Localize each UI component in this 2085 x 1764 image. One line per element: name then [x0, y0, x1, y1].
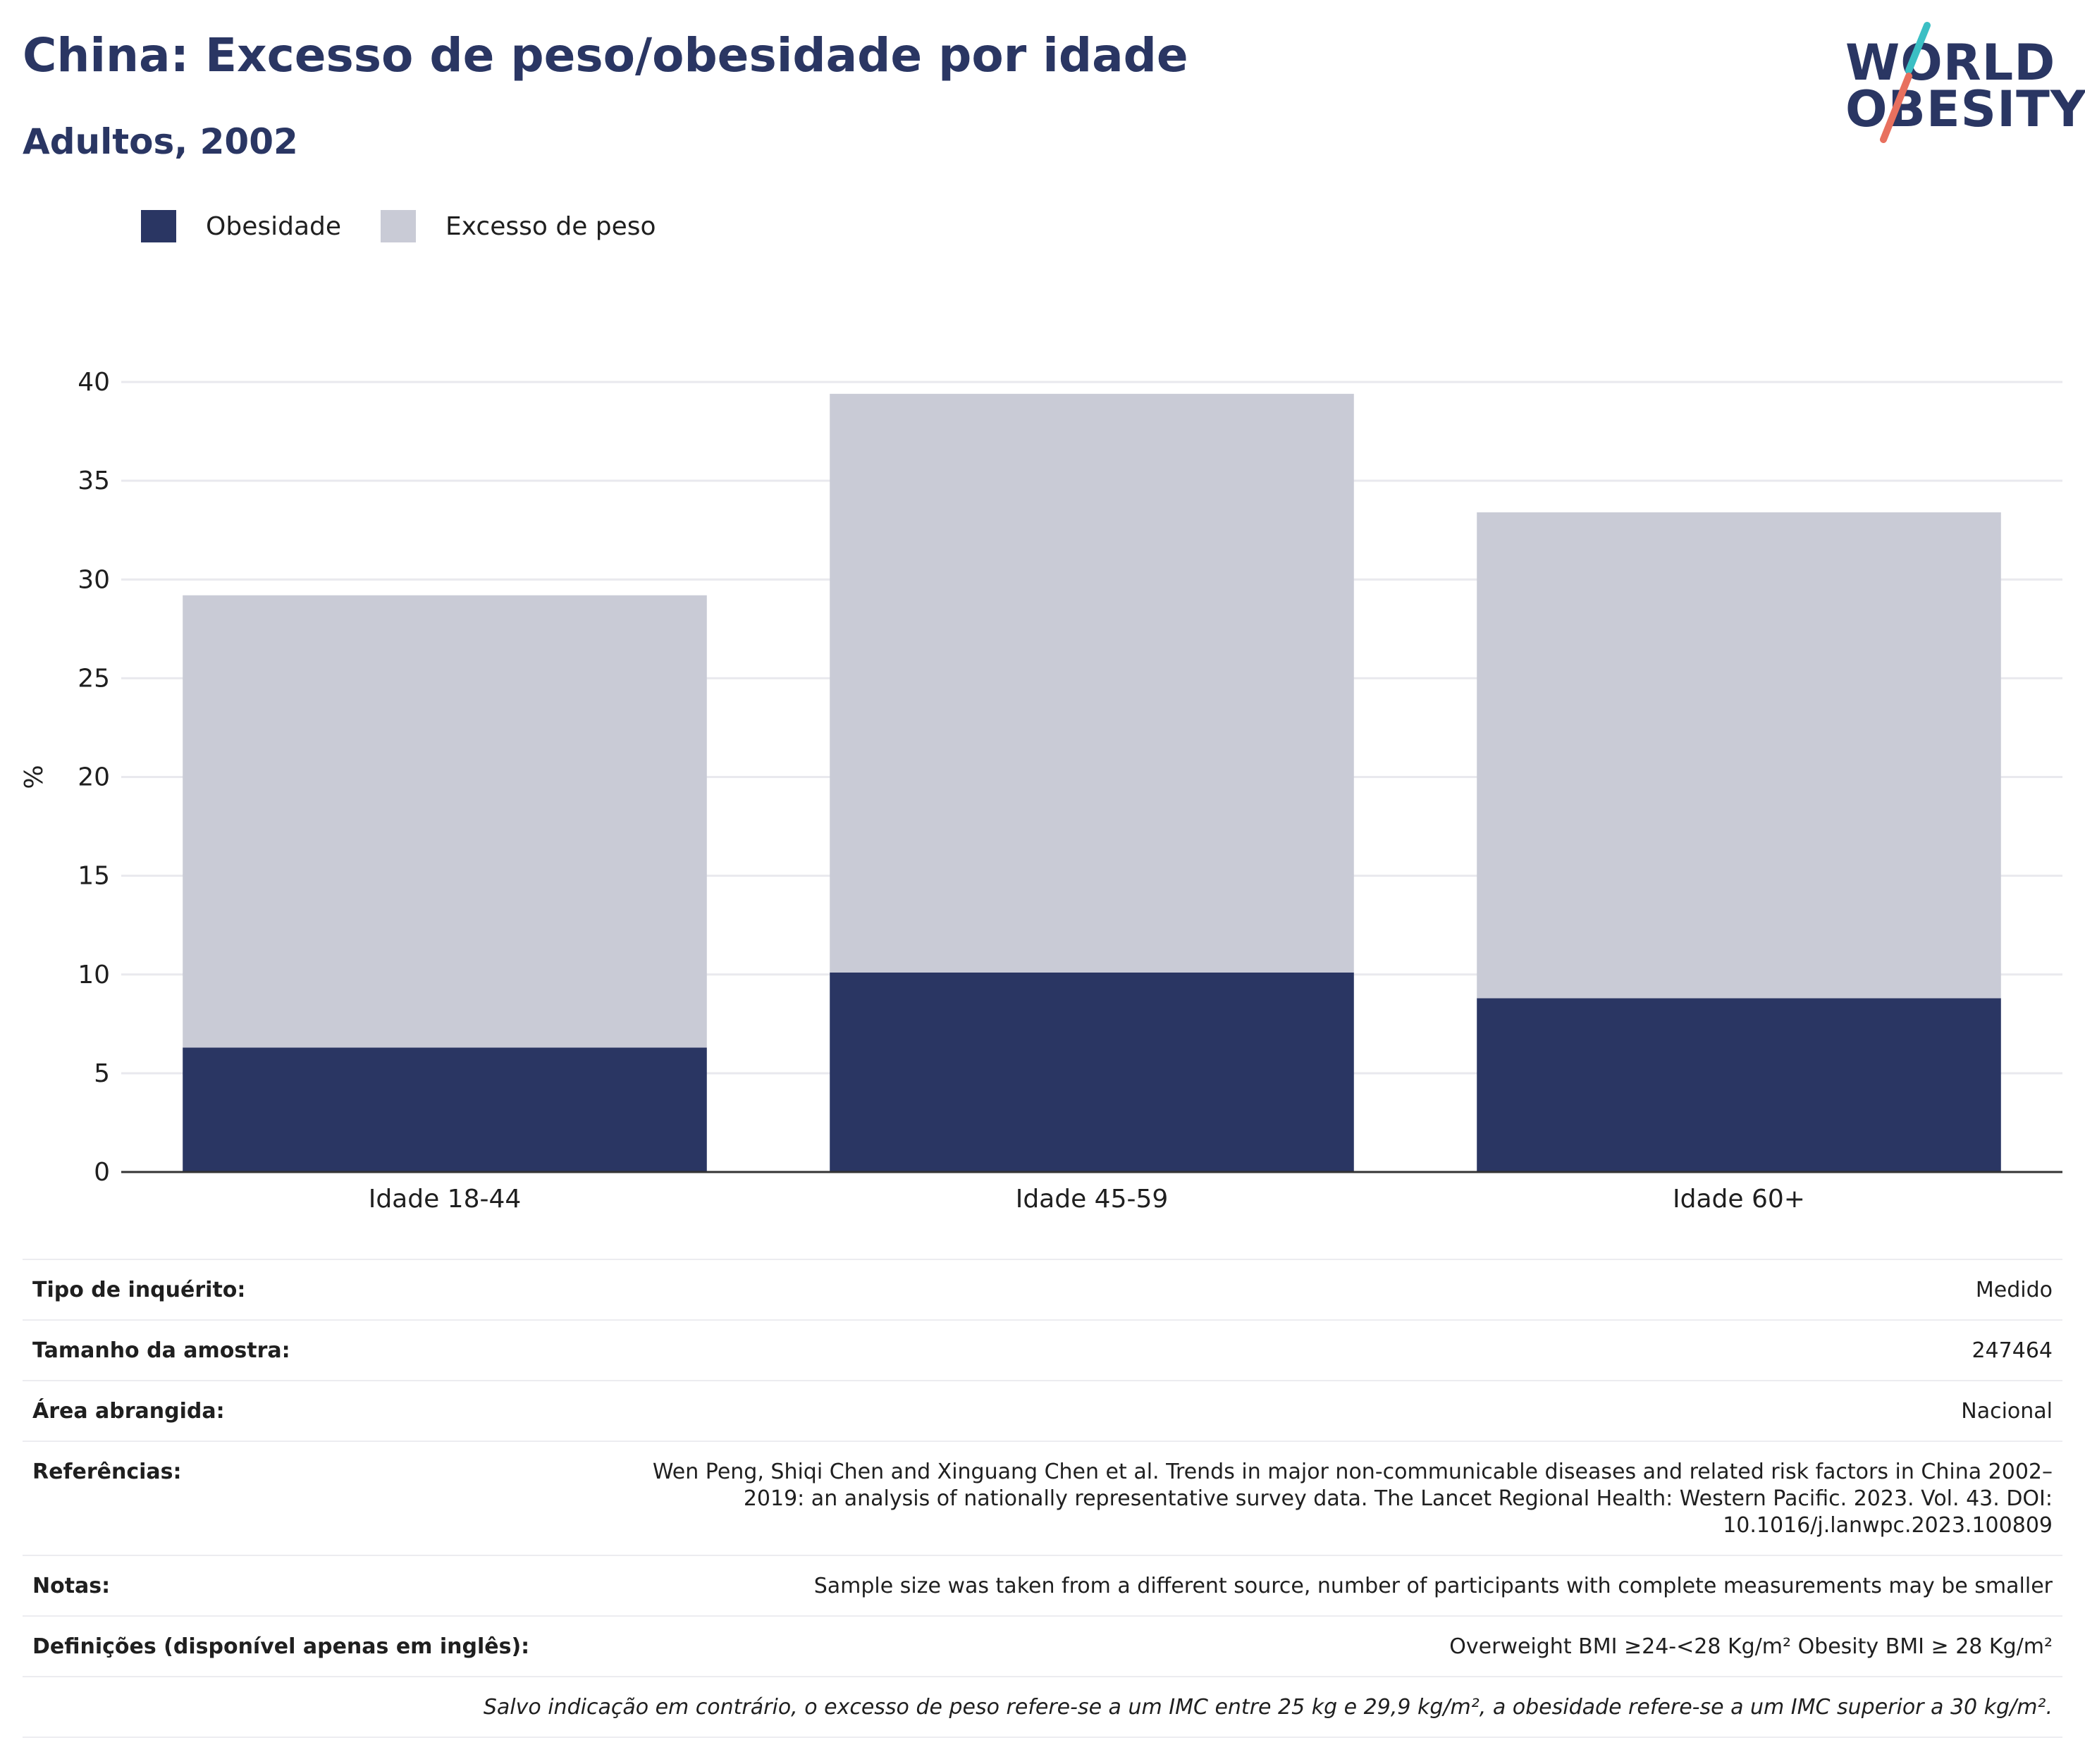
info-row-footnote: Salvo indicação em contrário, o excesso … — [23, 1677, 2062, 1738]
world-obesity-logo: WORLD OBESITY — [1833, 20, 2085, 147]
info-key: Referências: — [32, 1460, 182, 1484]
legend-label-overweight: Excesso de peso — [445, 211, 656, 241]
x-tick-label: Idade 45-59 — [1016, 1185, 1169, 1212]
logo-slash-icon — [1880, 22, 1931, 143]
info-row-definitions: Definições (disponível apenas em inglês)… — [23, 1617, 2062, 1677]
y-axis-label: % — [20, 765, 49, 789]
y-tick-label: 0 — [94, 1158, 110, 1187]
chart-legend: Obesidade Excesso de peso — [141, 210, 656, 242]
info-value: Sample size was taken from a different s… — [813, 1574, 2053, 1598]
bar-overweight — [183, 595, 707, 1048]
y-tick-label: 40 — [78, 368, 110, 397]
bar-obesity — [830, 972, 1354, 1172]
y-tick-label: 5 — [94, 1059, 110, 1088]
info-key: Notas: — [32, 1574, 111, 1598]
y-tick-label: 20 — [78, 763, 110, 792]
info-key: Tipo de inquérito: — [32, 1278, 246, 1302]
y-tick-label: 25 — [78, 664, 110, 693]
y-tick-label: 30 — [78, 565, 110, 594]
logo-line-1: WORLD — [1845, 34, 2056, 92]
info-key: Tamanho da amostra: — [32, 1338, 290, 1363]
y-tick-label: 10 — [78, 961, 110, 989]
info-value: Overweight BMI ≥24-<28 Kg/m² Obesity BMI… — [1449, 1634, 2053, 1659]
legend-swatch-obesity — [141, 210, 176, 242]
bar-obesity — [1477, 998, 2001, 1172]
info-row-sample-size: Tamanho da amostra: 247464 — [23, 1321, 2062, 1381]
bar-overweight — [1477, 512, 2001, 999]
stacked-bar-chart: 0 5 10 15 20 25 30 35 40% Idade 18-44 Idade 45-59 I… — [20, 368, 2062, 1212]
info-value: Wen Peng, Shiqi Chen and Xinguang Chen e… — [652, 1460, 2053, 1538]
legend-item-overweight[interactable]: Excesso de peso — [381, 210, 656, 242]
x-tick-label: Idade 18-44 — [369, 1185, 522, 1212]
chart-title: China: Excesso de peso/obesidade por ida… — [23, 28, 1188, 82]
legend-label-obesity: Obesidade — [206, 211, 342, 241]
survey-info-table: Tipo de inquérito: Medido Tamanho da amo… — [23, 1259, 2062, 1738]
y-tick-label: 15 — [78, 862, 110, 891]
info-value: Medido — [1975, 1278, 2053, 1302]
info-row-references: Referências: Wen Peng, Shiqi Chen and Xi… — [23, 1442, 2062, 1556]
bar-obesity — [183, 1047, 707, 1172]
info-key: Área abrangida: — [32, 1399, 225, 1424]
x-tick-label: Idade 60+ — [1673, 1185, 1805, 1212]
info-key: Definições (disponível apenas em inglês)… — [32, 1634, 530, 1659]
bar-overweight — [830, 393, 1354, 973]
info-row-survey-type: Tipo de inquérito: Medido — [23, 1260, 2062, 1321]
legend-item-obesity[interactable]: Obesidade — [141, 210, 341, 242]
info-row-notes: Notas: Sample size was taken from a diff… — [23, 1556, 2062, 1617]
chart-subtitle: Adultos, 2002 — [23, 121, 298, 162]
info-value: Nacional — [1961, 1399, 2053, 1424]
y-tick-label: 35 — [78, 467, 110, 495]
legend-swatch-overweight — [381, 210, 417, 242]
info-row-area: Área abrangida: Nacional — [23, 1381, 2062, 1442]
definitions-footnote: Salvo indicação em contrário, o excesso … — [483, 1695, 2053, 1720]
info-value: 247464 — [1972, 1338, 2053, 1363]
